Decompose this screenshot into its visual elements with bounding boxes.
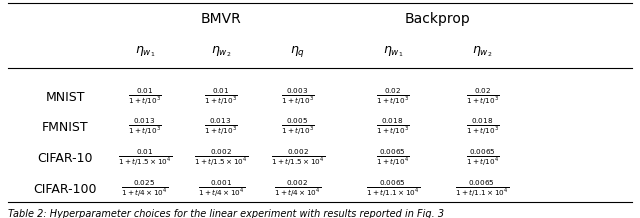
Text: $\frac{0.002}{1+t/1.5\times10^4}$: $\frac{0.002}{1+t/1.5\times10^4}$ <box>271 148 324 169</box>
Text: $\frac{0.02}{1+t/10^3}$: $\frac{0.02}{1+t/10^3}$ <box>466 87 499 108</box>
Text: FMNIST: FMNIST <box>42 121 88 134</box>
Text: $\eta_{w_1}$: $\eta_{w_1}$ <box>383 44 403 59</box>
Text: CIFAR-10: CIFAR-10 <box>37 152 93 165</box>
Text: $\frac{0.005}{1+t/10^3}$: $\frac{0.005}{1+t/10^3}$ <box>281 117 314 138</box>
Text: $\frac{0.01}{1+t/1.5\times10^4}$: $\frac{0.01}{1+t/1.5\times10^4}$ <box>118 148 172 169</box>
Text: $\frac{0.013}{1+t/10^3}$: $\frac{0.013}{1+t/10^3}$ <box>204 117 238 138</box>
Text: $\frac{0.013}{1+t/10^3}$: $\frac{0.013}{1+t/10^3}$ <box>128 117 161 138</box>
Text: $\frac{0.01}{1+t/10^3}$: $\frac{0.01}{1+t/10^3}$ <box>128 87 161 108</box>
Text: $\eta_q$: $\eta_q$ <box>290 44 305 59</box>
Text: $\frac{0.0065}{1+t/1.1\times10^4}$: $\frac{0.0065}{1+t/1.1\times10^4}$ <box>456 179 509 200</box>
Text: $\eta_{w_2}$: $\eta_{w_2}$ <box>211 44 232 59</box>
Text: Table 2: Hyperparameter choices for the linear experiment with results reported : Table 2: Hyperparameter choices for the … <box>8 209 444 218</box>
Text: MNIST: MNIST <box>45 91 85 104</box>
Text: $\frac{0.0065}{1+t/10^4}$: $\frac{0.0065}{1+t/10^4}$ <box>376 148 410 169</box>
Text: $\frac{0.018}{1+t/10^3}$: $\frac{0.018}{1+t/10^3}$ <box>376 117 410 138</box>
Text: CIFAR-100: CIFAR-100 <box>33 183 97 196</box>
Text: $\frac{0.018}{1+t/10^3}$: $\frac{0.018}{1+t/10^3}$ <box>466 117 499 138</box>
Text: $\eta_{w_2}$: $\eta_{w_2}$ <box>472 44 493 59</box>
Text: $\frac{0.001}{1+t/4\times10^4}$: $\frac{0.001}{1+t/4\times10^4}$ <box>198 179 244 200</box>
Text: $\frac{0.0065}{1+t/10^4}$: $\frac{0.0065}{1+t/10^4}$ <box>466 148 499 169</box>
Text: $\frac{0.002}{1+t/4\times10^4}$: $\frac{0.002}{1+t/4\times10^4}$ <box>274 179 321 200</box>
Text: $\frac{0.025}{1+t/4\times10^4}$: $\frac{0.025}{1+t/4\times10^4}$ <box>121 179 168 200</box>
Text: BMVR: BMVR <box>201 12 242 26</box>
Text: $\frac{0.0065}{1+t/1.1\times10^4}$: $\frac{0.0065}{1+t/1.1\times10^4}$ <box>366 179 420 200</box>
Text: Backprop: Backprop <box>405 12 471 26</box>
Text: $\frac{0.002}{1+t/1.5\times10^4}$: $\frac{0.002}{1+t/1.5\times10^4}$ <box>194 148 248 169</box>
Text: $\frac{0.02}{1+t/10^3}$: $\frac{0.02}{1+t/10^3}$ <box>376 87 410 108</box>
Text: $\frac{0.01}{1+t/10^3}$: $\frac{0.01}{1+t/10^3}$ <box>204 87 238 108</box>
Text: $\eta_{w_1}$: $\eta_{w_1}$ <box>134 44 155 59</box>
Text: $\frac{0.003}{1+t/10^3}$: $\frac{0.003}{1+t/10^3}$ <box>281 87 314 108</box>
